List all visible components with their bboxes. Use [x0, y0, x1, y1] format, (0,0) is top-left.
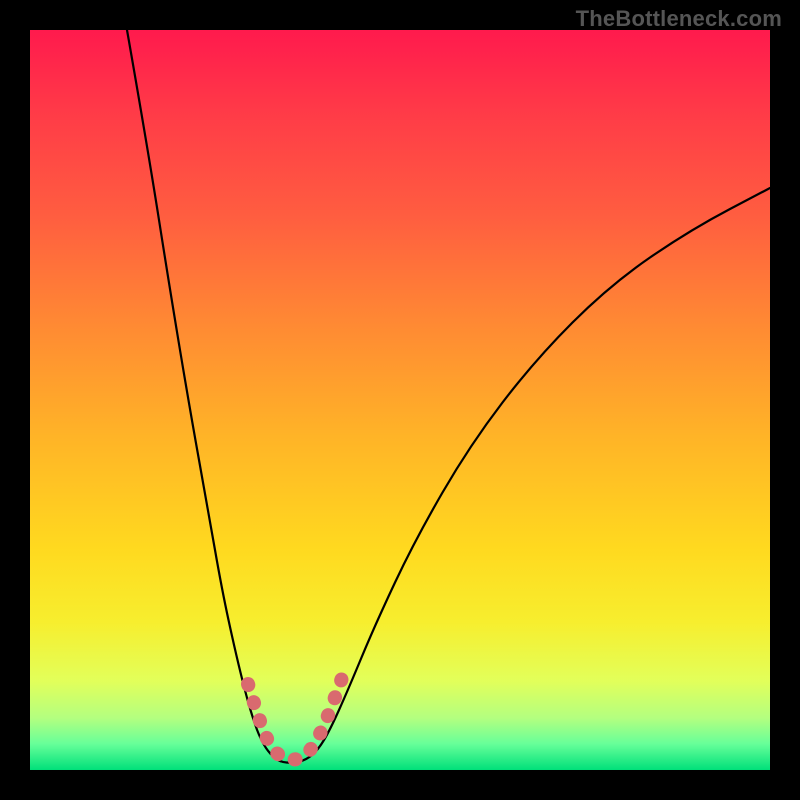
bottleneck-curve — [127, 30, 770, 763]
watermark-text: TheBottleneck.com — [576, 6, 782, 32]
valley-highlight — [248, 678, 342, 760]
plot-area — [30, 30, 770, 770]
chart-stage: TheBottleneck.com — [0, 0, 800, 800]
curves-svg — [30, 30, 770, 770]
